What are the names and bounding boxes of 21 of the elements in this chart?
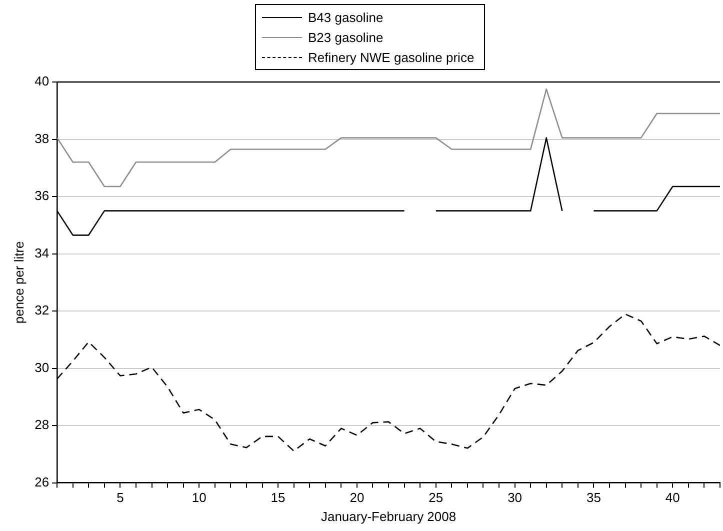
x-tick-label: 35 bbox=[586, 490, 601, 506]
legend-label: Refinery NWE gasoline price bbox=[308, 50, 474, 64]
x-tick-label: 15 bbox=[270, 490, 286, 506]
x-tick-label: 5 bbox=[116, 490, 124, 506]
x-tick-label: 30 bbox=[508, 490, 522, 506]
y-tick-label: 28 bbox=[34, 417, 50, 432]
legend-label: B23 gasoline bbox=[308, 30, 384, 44]
y-tick-label: 40 bbox=[34, 74, 50, 89]
y-tick-label: 34 bbox=[34, 245, 50, 260]
y-axis-title: pence per litre bbox=[11, 241, 26, 324]
legend-label: B43 gasoline bbox=[308, 10, 384, 24]
x-tick-label: 20 bbox=[350, 490, 364, 506]
y-tick-label: 36 bbox=[34, 188, 50, 204]
x-tick-label: 40 bbox=[665, 490, 680, 506]
x-tick-label: 25 bbox=[428, 490, 444, 506]
y-tick-label: 32 bbox=[34, 302, 50, 318]
y-tick-label: 26 bbox=[34, 474, 50, 490]
x-axis-title: January-February 2008 bbox=[320, 508, 456, 524]
x-tick-label: 10 bbox=[192, 490, 206, 506]
y-tick-label: 30 bbox=[34, 360, 50, 375]
y-tick-label: 38 bbox=[34, 130, 50, 146]
